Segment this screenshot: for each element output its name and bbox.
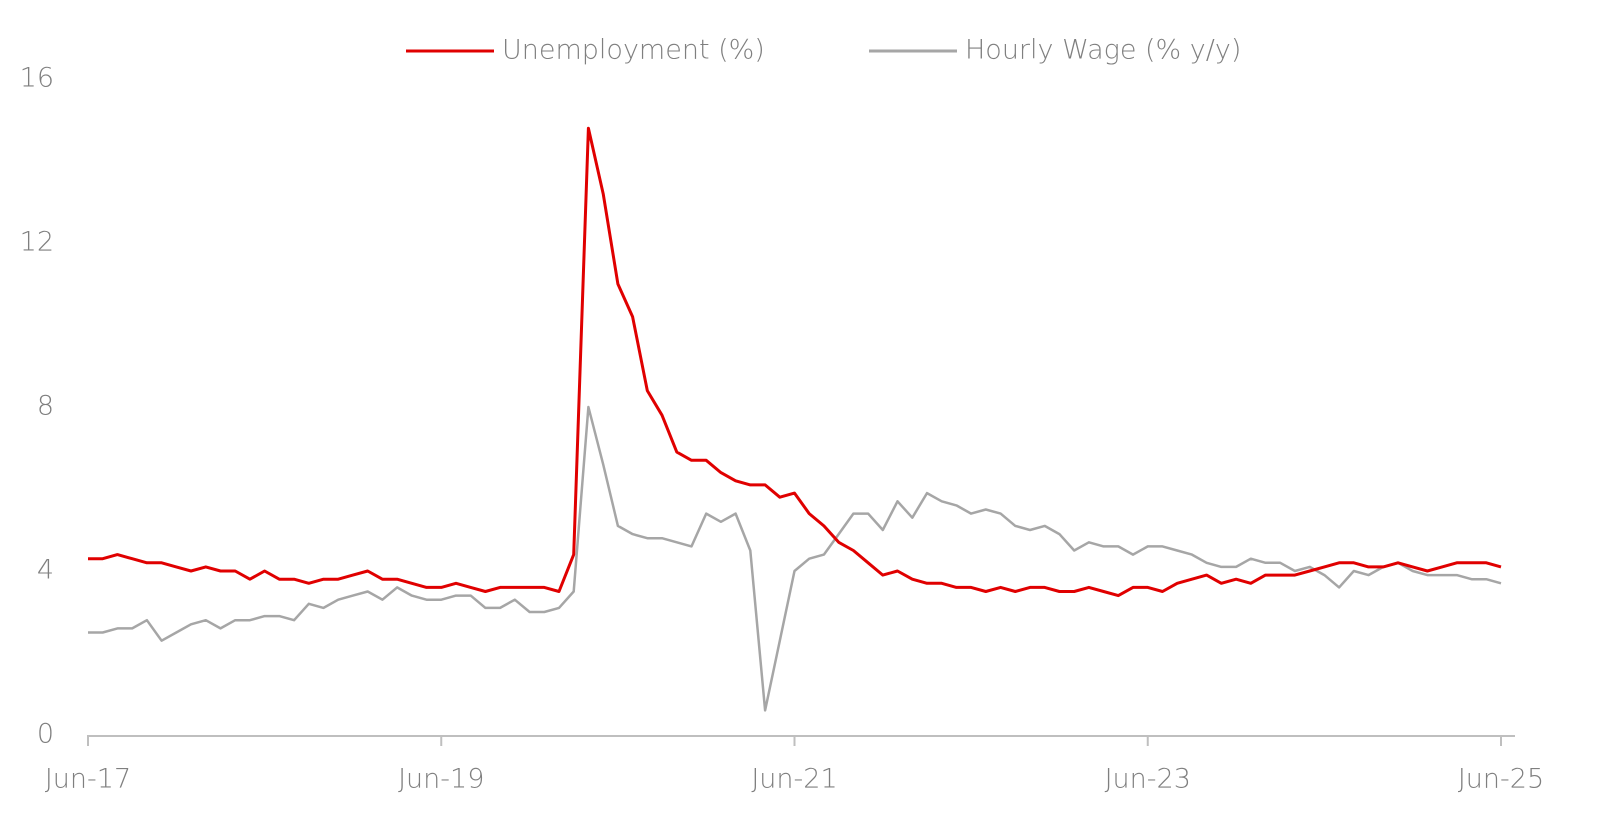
y-tick-label: 4: [37, 555, 54, 586]
x-tick-label: Jun-17: [45, 764, 131, 795]
legend-label: Unemployment (%): [502, 35, 765, 66]
series-line: [88, 405, 1502, 712]
x-tick-label: Jun-19: [398, 764, 484, 795]
y-tick-label: 12: [20, 227, 54, 258]
legend-label: Hourly Wage (% y/y): [965, 35, 1241, 66]
y-tick-label: 16: [20, 63, 54, 94]
y-tick-label: 8: [37, 391, 54, 422]
y-tick-label: 0: [37, 719, 54, 750]
series-line: [88, 126, 1502, 598]
x-tick-label: Jun-23: [1105, 764, 1191, 795]
x-tick-label: Jun-25: [1458, 764, 1544, 795]
x-tick-label: Jun-21: [751, 764, 837, 795]
